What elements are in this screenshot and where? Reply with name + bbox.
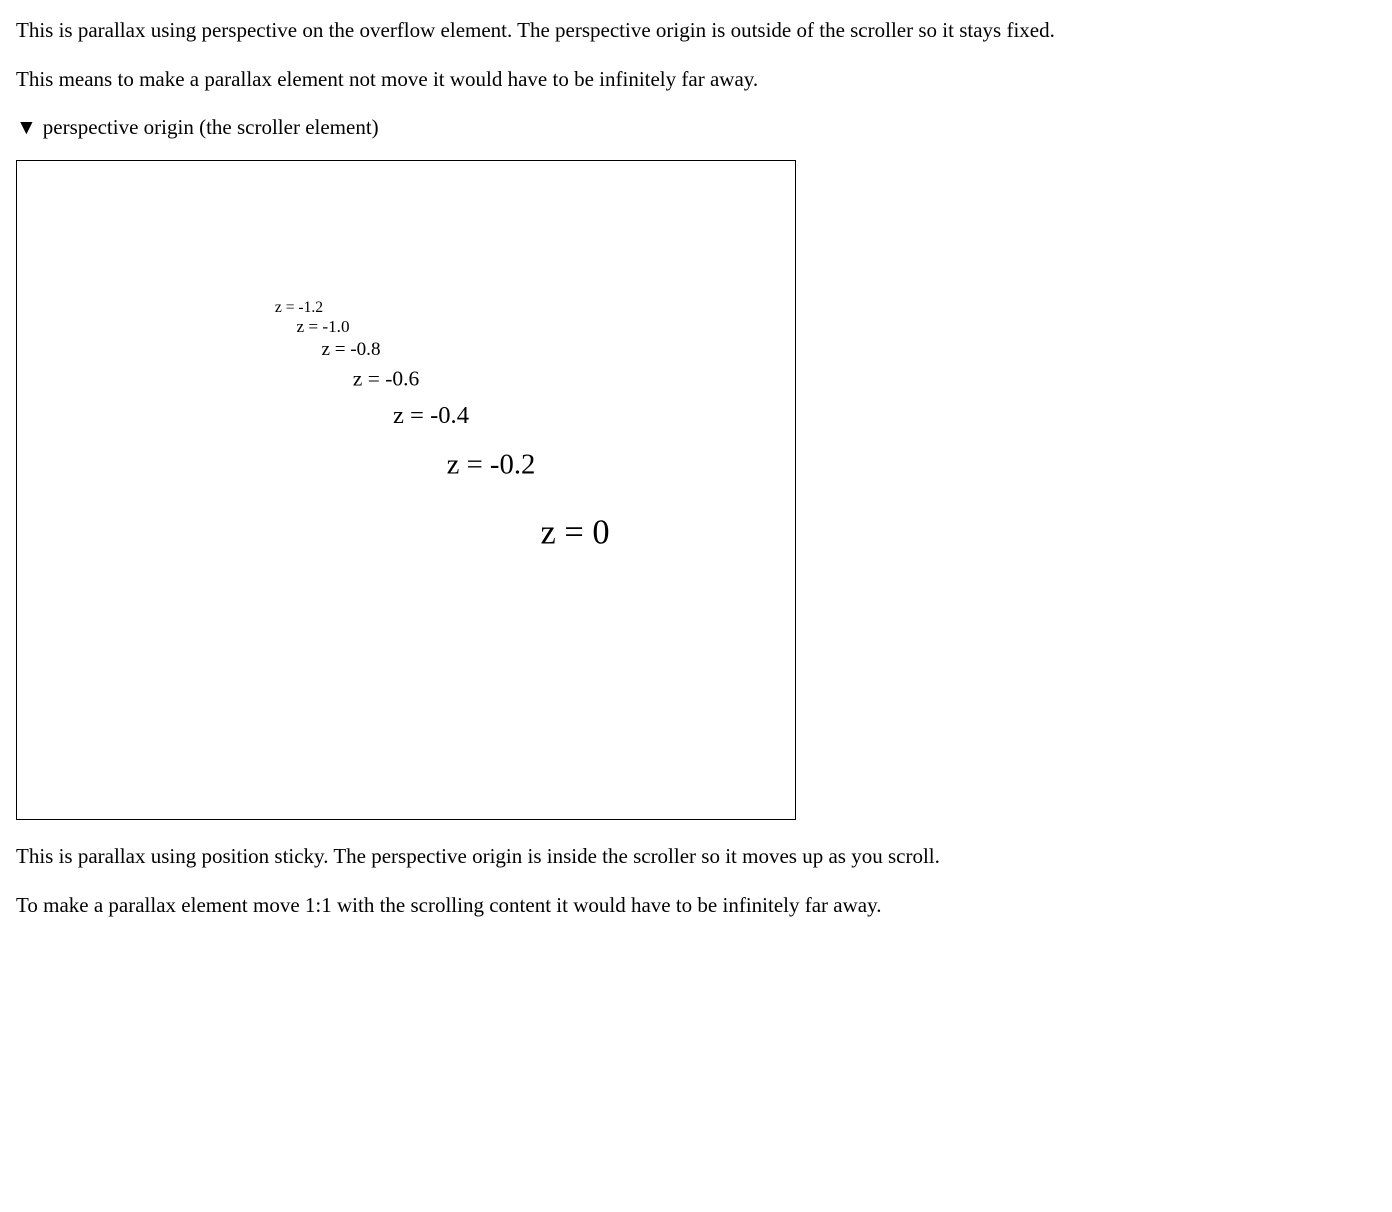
z-depth-label: z = -0.6 xyxy=(353,366,419,391)
intro-paragraph-2: This means to make a parallax element no… xyxy=(16,65,1376,94)
outro-paragraph-1: This is parallax using position sticky. … xyxy=(16,842,1376,871)
z-depth-label: z = -1.0 xyxy=(296,317,349,337)
down-triangle-icon: ▼ xyxy=(16,115,37,140)
intro-paragraph-1: This is parallax using perspective on th… xyxy=(16,16,1376,45)
z-depth-label: z = -0.4 xyxy=(393,402,469,430)
parallax-diagram-box: z = -1.2z = -1.0z = -0.8 z = -0.6 z = -0.4… xyxy=(16,160,796,820)
z-depth-label: z = -0.2 xyxy=(447,448,536,481)
z-depth-label: z = -1.2 xyxy=(275,299,323,317)
perspective-origin-line: ▼perspective origin (the scroller elemen… xyxy=(16,115,1376,140)
z-depth-label: z = -0.8 xyxy=(321,339,380,361)
z-depth-label: z = 0 xyxy=(540,513,609,552)
outro-paragraph-2: To make a parallax element move 1:1 with… xyxy=(16,891,1376,920)
perspective-origin-label: perspective origin (the scroller element… xyxy=(43,115,379,139)
